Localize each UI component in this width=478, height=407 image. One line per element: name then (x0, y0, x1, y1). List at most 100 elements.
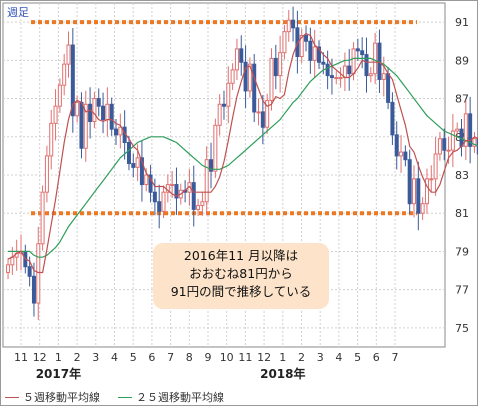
ma5-line (7, 32, 478, 274)
x-tick-label: 5 (130, 351, 137, 364)
candle-body (437, 138, 442, 155)
annotation-line: おおむね81円から (189, 266, 293, 281)
candle-body (442, 138, 447, 151)
candle-body (325, 63, 330, 77)
annotation-line: 2016年11 月以降は (183, 248, 299, 263)
candle-body (109, 103, 114, 130)
y-tick-label: 77 (455, 284, 469, 297)
candle-body (157, 201, 162, 212)
candle-body (334, 77, 339, 80)
candle-body (455, 128, 460, 132)
candle-body (286, 19, 291, 33)
candle-body (152, 191, 157, 203)
candle-body (161, 191, 166, 212)
candle-body (399, 151, 404, 157)
candle-body (27, 266, 32, 277)
candle-body (70, 44, 75, 117)
candle-body (196, 205, 201, 210)
candle-body (92, 98, 97, 122)
candle-body (135, 157, 140, 168)
candle-body (200, 201, 205, 207)
candle-body (446, 149, 451, 152)
candle-body (239, 48, 244, 63)
year-label: 2018年 (260, 366, 305, 381)
candle-body (217, 103, 222, 126)
candle-body (360, 50, 365, 56)
candle-body (321, 61, 326, 65)
candle-body (347, 65, 352, 75)
candle-body (463, 113, 468, 147)
candle-body (304, 34, 309, 42)
candle-body (403, 151, 408, 161)
candle-body (148, 174, 153, 193)
candle-body (468, 113, 473, 147)
candle-body (79, 101, 84, 149)
x-tick-label: 2 (74, 351, 81, 364)
x-tick-label: 3 (317, 351, 324, 364)
x-tick-label: 12 (257, 351, 271, 364)
candle-body (75, 101, 80, 117)
annotation-box: 2016年11 月以降は おおむね81円から 91円の間で推移している (153, 243, 329, 309)
candle-body (273, 57, 278, 77)
candle-body (174, 184, 179, 199)
x-tick-label: 11 (238, 351, 252, 364)
period-label: 週足 (7, 6, 29, 19)
candle-body (368, 73, 373, 77)
y-tick-label: 79 (455, 245, 469, 258)
candle-body (338, 77, 343, 80)
x-tick-label: 1 (55, 351, 62, 364)
candle-body (265, 99, 270, 128)
candle-body (191, 182, 196, 210)
candle-body (252, 63, 257, 113)
candle-body (351, 48, 356, 75)
candle-body (381, 73, 386, 80)
x-tick-label: 1 (279, 351, 286, 364)
candle-body (40, 191, 45, 245)
ma25-line (8, 57, 478, 258)
candle-body (62, 63, 67, 86)
x-tick-label: 4 (111, 351, 118, 364)
candle-body (291, 19, 296, 29)
y-tick-label: 75 (455, 322, 469, 335)
candle-body (234, 48, 239, 71)
candle-body (472, 138, 477, 147)
candle-body (299, 34, 304, 58)
candle-body (114, 128, 119, 136)
candle-body (144, 174, 149, 186)
candle-body (44, 155, 49, 193)
x-tick-label: 8 (186, 351, 193, 364)
candle-body (394, 134, 399, 157)
candle-body (131, 163, 136, 168)
candle-body (373, 42, 378, 75)
candle-body (10, 256, 15, 266)
y-tick-label: 87 (455, 93, 469, 106)
candle-body (66, 44, 71, 65)
x-tick-label: 4 (335, 351, 342, 364)
x-tick-label: 3 (92, 351, 99, 364)
candle-body (407, 159, 412, 205)
candle-body (329, 75, 334, 79)
legend-item-ma5: ５週移動平均線 (5, 389, 100, 405)
candle-body (105, 103, 110, 121)
candle-body (424, 178, 429, 205)
candle-body (126, 142, 131, 165)
candle-body (429, 178, 434, 181)
candle-body (31, 275, 36, 304)
x-tick-label: 10 (220, 351, 234, 364)
chart-legend: ５週移動平均線 ２５週移動平均線 (5, 389, 224, 405)
candle-body (96, 98, 101, 107)
candle-body (57, 84, 62, 107)
y-tick-label: 81 (455, 207, 469, 220)
candle-body (170, 184, 175, 187)
x-tick-label: 12 (33, 351, 47, 364)
x-tick-label: 11 (14, 351, 28, 364)
candle-body (221, 103, 226, 107)
x-tick-label: 7 (392, 351, 399, 364)
candle-body (209, 159, 214, 172)
y-tick-label: 91 (455, 16, 469, 29)
candle-body (118, 126, 123, 136)
ma5-swatch-icon (5, 396, 19, 398)
candle-body (36, 243, 41, 304)
x-tick-label: 7 (167, 351, 174, 364)
